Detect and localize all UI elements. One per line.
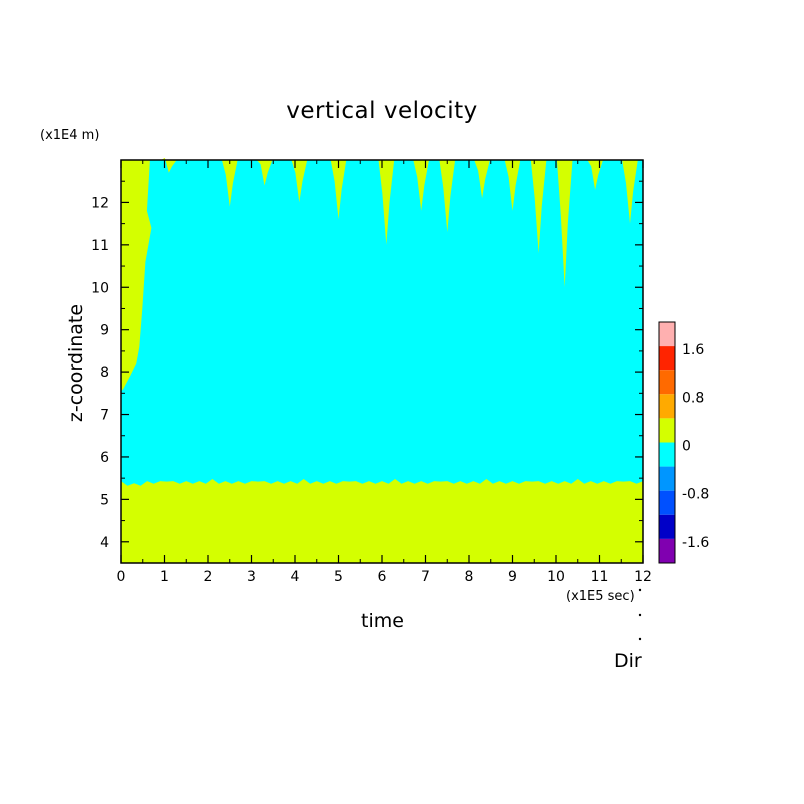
upper-positive-streak bbox=[439, 160, 456, 233]
x-tick-label: 4 bbox=[291, 569, 300, 585]
colorbar-segment bbox=[659, 538, 675, 563]
x-tick-label: 5 bbox=[334, 569, 343, 585]
y-tick-label: 6 bbox=[100, 450, 109, 466]
x-tick-label: 11 bbox=[591, 569, 609, 585]
x-tick-label: 6 bbox=[378, 569, 387, 585]
colorbar-segment bbox=[659, 322, 675, 347]
y-tick-label: 5 bbox=[100, 492, 109, 508]
x-tick-label: 9 bbox=[508, 569, 517, 585]
early-positive-column bbox=[121, 160, 152, 392]
x-axis-label: time bbox=[361, 610, 404, 632]
upper-positive-streak bbox=[530, 160, 547, 254]
colorbar-segment bbox=[659, 514, 675, 539]
colorbar-tick-label: 1.6 bbox=[682, 342, 704, 358]
x-tick-label: 12 bbox=[634, 569, 652, 585]
colorbar-segment bbox=[659, 394, 675, 419]
x-tick-label: 10 bbox=[547, 569, 565, 585]
upper-positive-streak bbox=[256, 160, 273, 186]
colorbar-tick-label: -1.6 bbox=[682, 535, 709, 551]
y-axis-unit: (x1E4 m) bbox=[40, 128, 100, 143]
x-tick-label: 3 bbox=[247, 569, 256, 585]
dir-marker bbox=[638, 613, 642, 617]
upper-positive-streak bbox=[622, 160, 638, 224]
upper-positive-streak bbox=[556, 160, 573, 288]
upper-positive-streak bbox=[161, 157, 177, 173]
colorbar-segment bbox=[659, 418, 675, 443]
y-tick-label: 12 bbox=[91, 195, 109, 211]
upper-positive-streak bbox=[221, 160, 238, 207]
upper-positive-streak bbox=[291, 160, 308, 203]
dir-marker bbox=[638, 588, 642, 592]
colorbar-segment bbox=[659, 442, 675, 467]
colorbar-tick-label: 0.8 bbox=[682, 390, 704, 406]
colorbar-segment bbox=[659, 466, 675, 491]
x-tick-label: 8 bbox=[465, 569, 474, 585]
upper-positive-streak bbox=[474, 160, 490, 199]
y-tick-label: 10 bbox=[91, 280, 109, 296]
upper-positive-streak bbox=[504, 160, 521, 211]
y-tick-label: 8 bbox=[100, 365, 109, 381]
y-tick-label: 7 bbox=[100, 408, 109, 424]
colorbar-segment bbox=[659, 346, 675, 371]
x-tick-label: 1 bbox=[160, 569, 169, 585]
x-tick-label: 2 bbox=[204, 569, 213, 585]
upper-positive-streak bbox=[413, 160, 429, 211]
upper-positive-streak bbox=[378, 160, 395, 245]
y-tick-label: 4 bbox=[100, 535, 109, 551]
colorbar-segment bbox=[659, 370, 675, 395]
dir-label: Dir bbox=[614, 650, 642, 672]
colorbar-segment bbox=[659, 490, 675, 515]
chart-title: vertical velocity bbox=[286, 98, 478, 124]
x-tick-label: 0 bbox=[117, 569, 126, 585]
colorbar-frame bbox=[658, 321, 676, 564]
dir-marker bbox=[638, 637, 642, 641]
y-tick-label: 9 bbox=[100, 323, 109, 339]
x-tick-label: 7 bbox=[421, 569, 430, 585]
x-axis-unit: (x1E5 sec) bbox=[566, 589, 635, 604]
y-tick-label: 11 bbox=[91, 238, 109, 254]
colorbar-tick-label: 0 bbox=[682, 439, 691, 455]
upper-positive-streak bbox=[330, 160, 347, 220]
colorbar-tick-label: -0.8 bbox=[682, 487, 709, 503]
positive-lower-layer bbox=[121, 479, 643, 563]
